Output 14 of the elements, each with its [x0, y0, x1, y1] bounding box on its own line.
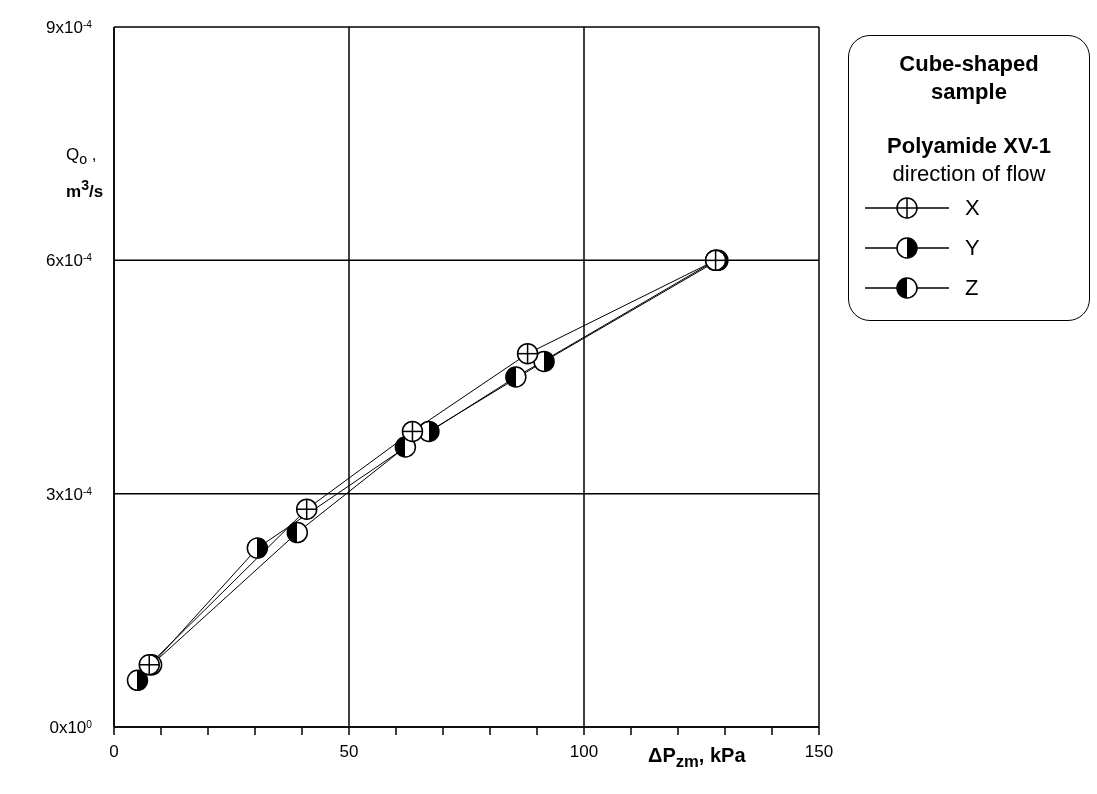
- x-tick-label: 100: [569, 742, 599, 761]
- x-tick-label: 50: [339, 742, 359, 761]
- y-tick-label: 3x10$^{-4}$: [46, 484, 93, 504]
- y-tick-label: 6x10$^{-4}$: [46, 251, 93, 271]
- y-tick-label: 0x10$^{0}$: [49, 718, 93, 737]
- text: Cube-shaped sample Polyamide XV-1 direction of flow: [887, 51, 1051, 186]
- legend-label: X: [965, 195, 980, 221]
- legend-label: Y: [965, 235, 980, 261]
- text: Q$_{o}$ , m$^{3}$/s: [66, 145, 104, 202]
- x-axis-title: ΔP$_{zm}$, kPa: [648, 744, 746, 771]
- x-tick-label: 0: [109, 742, 119, 761]
- legend-label: Z: [965, 275, 979, 301]
- x-tick-label: 150: [804, 742, 834, 761]
- y-tick-label: 9x10$^{-4}$: [46, 18, 93, 37]
